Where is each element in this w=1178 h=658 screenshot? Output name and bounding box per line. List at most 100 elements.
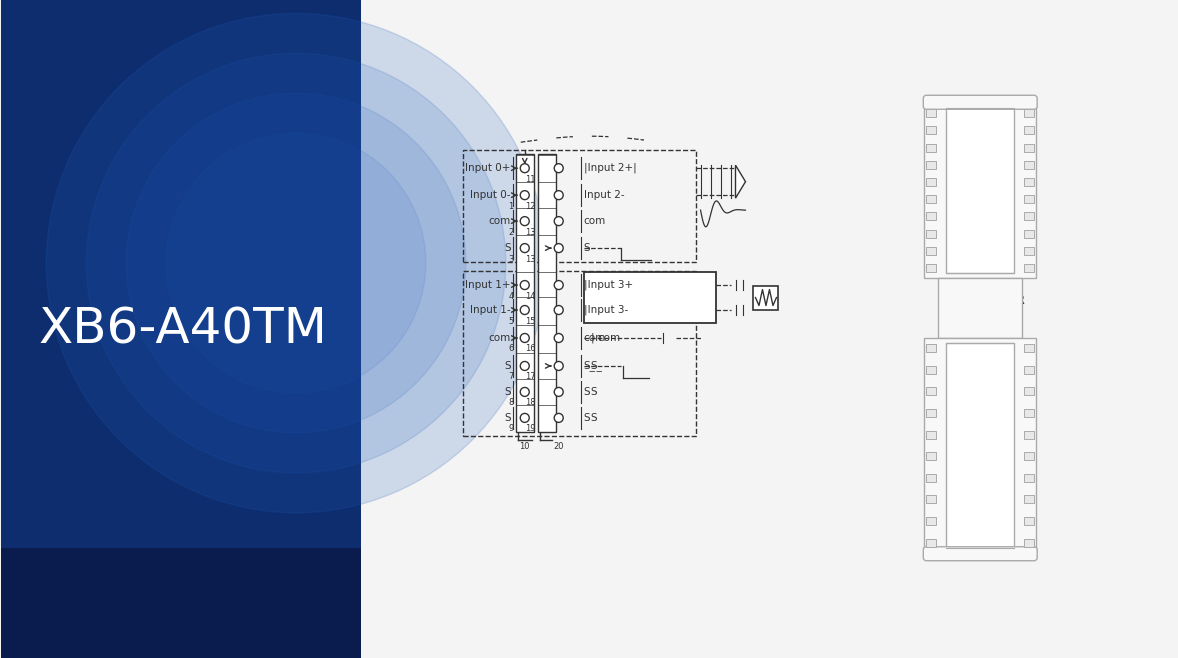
Circle shape xyxy=(86,53,505,473)
Text: O R: O R xyxy=(1002,293,1025,307)
Bar xyxy=(926,213,937,220)
Text: 10: 10 xyxy=(519,442,530,451)
Bar xyxy=(1024,247,1034,255)
Bar xyxy=(926,109,937,117)
Text: 9: 9 xyxy=(509,424,514,434)
Text: Input 0-: Input 0- xyxy=(470,190,511,200)
Bar xyxy=(946,109,1014,273)
Bar xyxy=(463,150,695,262)
Text: 14: 14 xyxy=(525,291,536,301)
Bar xyxy=(1024,517,1034,525)
Bar xyxy=(926,517,937,525)
Bar xyxy=(926,452,937,460)
Bar xyxy=(926,474,937,482)
Bar xyxy=(926,409,937,417)
Bar xyxy=(1024,126,1034,134)
Bar xyxy=(1024,539,1034,547)
Text: |Input 3+: |Input 3+ xyxy=(583,280,633,290)
Circle shape xyxy=(554,243,563,253)
Circle shape xyxy=(554,164,563,172)
Bar xyxy=(1024,213,1034,220)
Text: 7: 7 xyxy=(509,372,514,382)
Text: S: S xyxy=(590,413,597,423)
Text: S_: S_ xyxy=(583,361,596,371)
Circle shape xyxy=(126,93,465,433)
Text: 12: 12 xyxy=(525,201,536,211)
Polygon shape xyxy=(1,547,360,657)
Polygon shape xyxy=(360,1,1178,657)
Circle shape xyxy=(521,216,529,226)
Circle shape xyxy=(521,305,529,315)
Text: 8: 8 xyxy=(509,398,514,407)
Bar xyxy=(1024,430,1034,438)
Circle shape xyxy=(521,243,529,253)
Text: 20: 20 xyxy=(554,442,564,451)
Text: S: S xyxy=(504,243,511,253)
Text: Input 1+: Input 1+ xyxy=(465,280,511,290)
Bar xyxy=(926,495,937,503)
Bar xyxy=(1024,161,1034,169)
Circle shape xyxy=(521,388,529,396)
Bar xyxy=(1024,178,1034,186)
Bar xyxy=(516,154,534,432)
Bar xyxy=(926,539,937,547)
Bar xyxy=(926,178,937,186)
Bar xyxy=(1024,452,1034,460)
Text: S: S xyxy=(504,361,511,371)
Bar xyxy=(926,161,937,169)
Text: S: S xyxy=(590,387,597,397)
Text: S: S xyxy=(583,243,590,253)
Circle shape xyxy=(554,334,563,342)
Text: 2: 2 xyxy=(509,228,514,237)
Text: Input 2-: Input 2- xyxy=(583,190,624,200)
Bar xyxy=(926,126,937,134)
Bar xyxy=(926,247,937,255)
Text: 1: 1 xyxy=(509,201,514,211)
Bar xyxy=(1024,409,1034,417)
Bar xyxy=(925,103,1037,278)
Bar xyxy=(1024,143,1034,151)
Bar xyxy=(946,343,1014,547)
Circle shape xyxy=(521,191,529,199)
Bar xyxy=(938,278,1023,338)
Text: P O: P O xyxy=(971,293,993,307)
Bar xyxy=(926,430,937,438)
Bar xyxy=(1024,264,1034,272)
Text: S_: S_ xyxy=(590,361,603,371)
Bar xyxy=(1024,495,1034,503)
Text: 5: 5 xyxy=(509,316,514,326)
Text: |Input 2+|: |Input 2+| xyxy=(583,163,636,174)
Text: | com: | com xyxy=(590,333,620,343)
FancyBboxPatch shape xyxy=(924,95,1037,109)
Text: 16: 16 xyxy=(525,345,536,353)
Text: 19: 19 xyxy=(525,424,536,434)
Bar xyxy=(754,286,779,309)
Bar xyxy=(1024,230,1034,238)
Text: XB6-A40TM: XB6-A40TM xyxy=(946,311,1014,324)
Bar xyxy=(1024,195,1034,203)
Circle shape xyxy=(554,191,563,199)
Bar xyxy=(1024,366,1034,374)
Text: XB6-A40TM: XB6-A40TM xyxy=(39,305,327,353)
Circle shape xyxy=(166,133,426,393)
Text: S: S xyxy=(583,413,590,423)
Text: com: com xyxy=(489,216,511,226)
Bar xyxy=(926,195,937,203)
Polygon shape xyxy=(735,165,746,198)
Bar xyxy=(925,338,1037,553)
Bar xyxy=(926,344,937,352)
Text: 4: 4 xyxy=(509,291,514,301)
Circle shape xyxy=(554,388,563,396)
Text: S: S xyxy=(504,387,511,397)
Text: 3: 3 xyxy=(509,255,514,264)
Text: com: com xyxy=(583,216,605,226)
Polygon shape xyxy=(1,1,360,657)
Bar xyxy=(1024,474,1034,482)
Bar xyxy=(1024,109,1034,117)
Bar xyxy=(463,271,695,436)
Circle shape xyxy=(521,164,529,172)
Circle shape xyxy=(521,413,529,422)
Text: 6: 6 xyxy=(509,345,514,353)
Text: 17: 17 xyxy=(525,372,536,382)
Bar xyxy=(1024,388,1034,395)
